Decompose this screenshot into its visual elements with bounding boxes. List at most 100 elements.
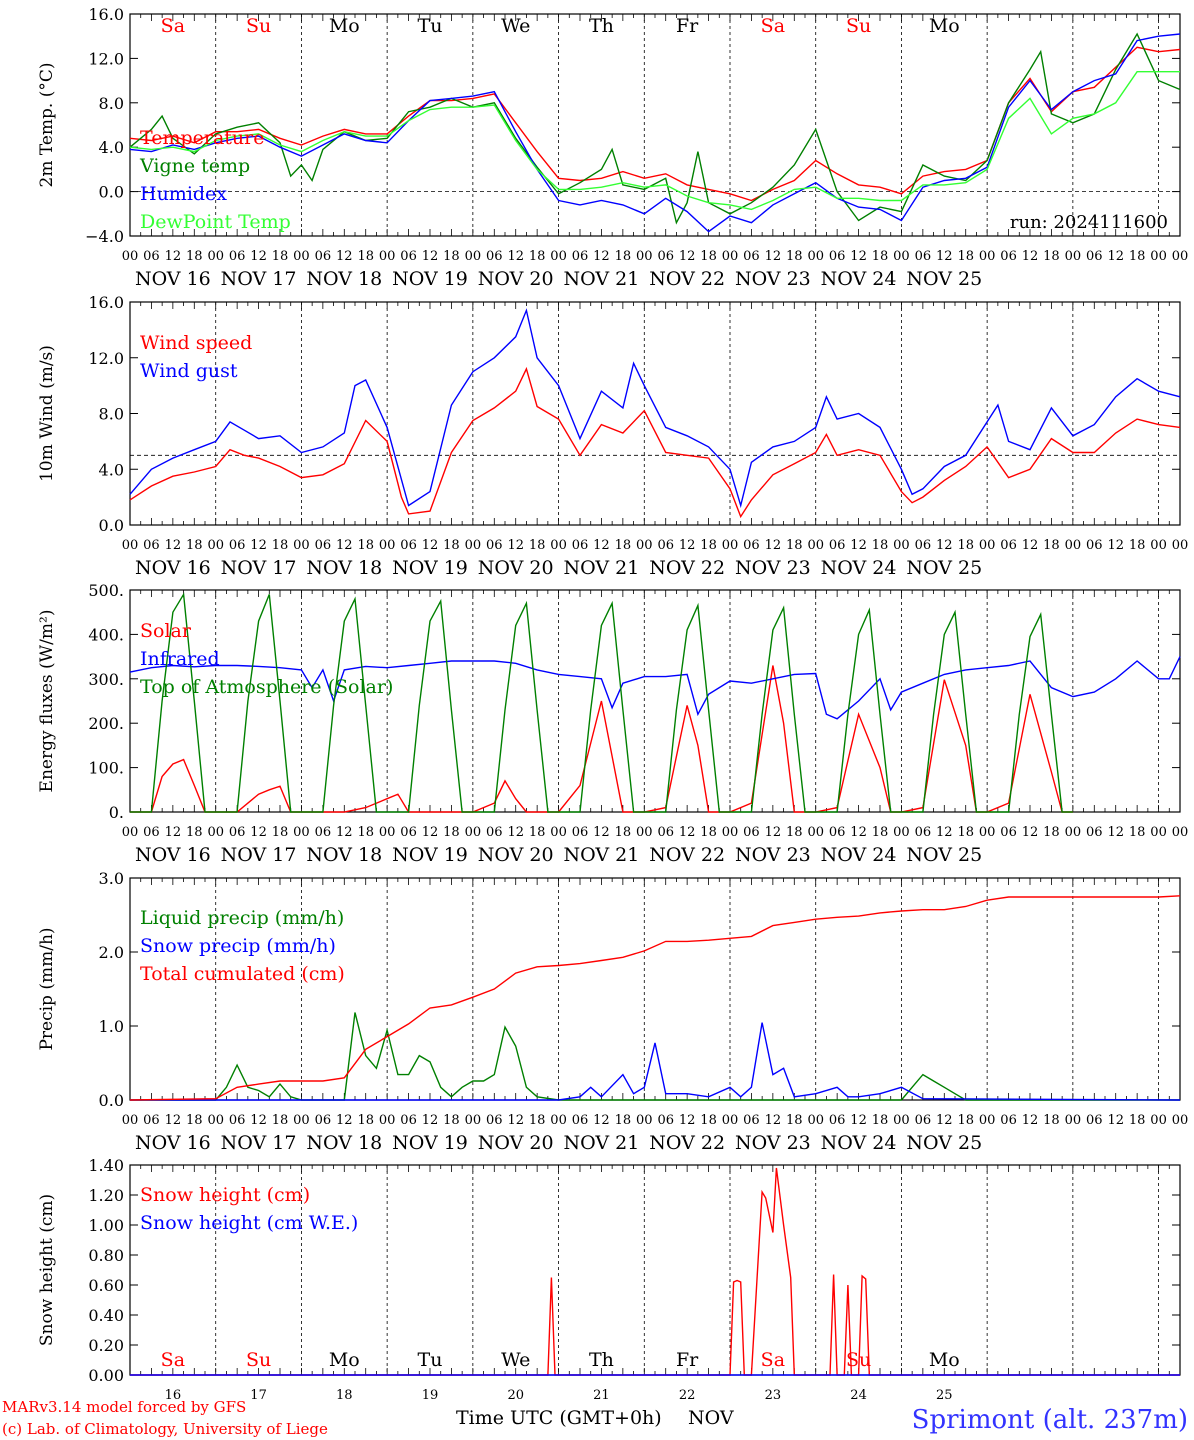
weekday-label-bottom: Fr — [676, 1349, 699, 1371]
hour-label: 18 — [1129, 249, 1146, 264]
hour-label: 18 — [786, 1113, 803, 1128]
hour-label: 18 — [186, 825, 203, 840]
date-label: NOV 16 — [135, 844, 211, 866]
hour-label: 12 — [250, 825, 267, 840]
month-label: NOV — [688, 1407, 734, 1429]
date-label: NOV 21 — [564, 844, 640, 866]
series-line — [129, 32, 1181, 225]
date-label: NOV 19 — [392, 1132, 468, 1154]
hour-label: 06 — [743, 1113, 760, 1128]
y-tick-label: 16.0 — [88, 293, 124, 312]
hour-label: 18 — [700, 249, 717, 264]
y-tick-label: 1.0 — [99, 1017, 124, 1036]
weekday-label-bottom: Mo — [329, 1349, 360, 1371]
hour-label: 18 — [700, 538, 717, 553]
hour-label: 12 — [850, 538, 867, 553]
date-label: NOV 24 — [821, 268, 897, 290]
series-line — [129, 895, 1181, 1101]
y-tick-label: 3.0 — [99, 869, 124, 888]
y-tick-label: 100. — [88, 759, 124, 778]
y-axis-label: Snow height (cm) — [37, 1194, 57, 1346]
hour-label: 12 — [1022, 249, 1039, 264]
date-label: NOV 17 — [221, 844, 297, 866]
hour-label: 18 — [186, 538, 203, 553]
hour-label: 12 — [1107, 538, 1124, 553]
hour-label: 00 — [465, 1113, 482, 1128]
hour-label: 18 — [186, 1113, 203, 1128]
hour-label: 12 — [507, 825, 524, 840]
hour-label: 00 — [1172, 249, 1189, 264]
hour-label: 00 — [979, 1113, 996, 1128]
hour-label: 06 — [829, 249, 846, 264]
hour-label: 12 — [165, 1113, 182, 1128]
hour-label: 06 — [143, 1113, 160, 1128]
hour-label: 12 — [250, 1113, 267, 1128]
date-label: NOV 16 — [135, 557, 211, 579]
date-label: NOV 23 — [735, 268, 811, 290]
weekday-label: Th — [589, 15, 614, 37]
hour-label: 00 — [465, 825, 482, 840]
date-label: NOV 18 — [306, 268, 382, 290]
hour-label: 06 — [486, 249, 503, 264]
hour-label: 12 — [765, 249, 782, 264]
hour-label: 18 — [1043, 249, 1060, 264]
hour-label: 00 — [1172, 538, 1189, 553]
hour-label: 00 — [465, 249, 482, 264]
hour-label: 00 — [1150, 825, 1167, 840]
weekday-label: Mo — [329, 15, 360, 37]
hour-label: 00 — [207, 825, 224, 840]
date-label: NOV 22 — [649, 844, 725, 866]
hour-label: 12 — [507, 538, 524, 553]
y-tick-label: 8.0 — [99, 94, 124, 113]
hour-label: 18 — [957, 249, 974, 264]
series-line — [130, 1012, 1180, 1101]
hour-label: 00 — [207, 538, 224, 553]
hour-label: 00 — [379, 825, 396, 840]
hour-label: 06 — [657, 1113, 674, 1128]
hour-label: 18 — [272, 538, 289, 553]
hour-label: 12 — [336, 825, 353, 840]
date-label: NOV 16 — [135, 1132, 211, 1154]
hour-label: 00 — [122, 825, 139, 840]
y-tick-label: −4.0 — [85, 227, 124, 246]
hour-label: 06 — [1000, 249, 1017, 264]
hour-label: 18 — [529, 538, 546, 553]
hour-label: 18 — [872, 249, 889, 264]
y-tick-label: 0.00 — [88, 1366, 124, 1385]
hour-label: 18 — [1043, 1113, 1060, 1128]
hour-label: 00 — [122, 538, 139, 553]
hour-label: 12 — [765, 1113, 782, 1128]
hour-label: 00 — [1172, 825, 1189, 840]
weekday-label: Tu — [418, 15, 443, 37]
hour-label: 18 — [357, 825, 374, 840]
hour-label: 06 — [315, 249, 332, 264]
hour-label: 00 — [1065, 538, 1082, 553]
legend-entry: Temperature — [140, 127, 264, 149]
hour-label: 06 — [143, 249, 160, 264]
hour-label: 12 — [679, 249, 696, 264]
hour-label: 18 — [529, 249, 546, 264]
hour-label: 12 — [850, 249, 867, 264]
date-label: NOV 23 — [735, 1132, 811, 1154]
weekday-label: Sa — [761, 15, 785, 37]
date-label: NOV 23 — [735, 844, 811, 866]
hour-label: 06 — [1086, 825, 1103, 840]
hour-label: 06 — [572, 249, 589, 264]
hour-label: 06 — [400, 249, 417, 264]
hour-label: 00 — [636, 1113, 653, 1128]
hour-label: 06 — [915, 1113, 932, 1128]
hour-label: 18 — [872, 1113, 889, 1128]
hour-label: 12 — [1107, 825, 1124, 840]
hour-label: 00 — [893, 825, 910, 840]
hour-label: 00 — [807, 1113, 824, 1128]
y-tick-label: 0.20 — [88, 1336, 124, 1355]
weekday-label-bottom: Th — [589, 1349, 614, 1371]
y-tick-label: 400. — [88, 625, 124, 644]
day-number: 17 — [250, 1388, 267, 1403]
hour-label: 00 — [207, 1113, 224, 1128]
hour-label: 12 — [422, 538, 439, 553]
hour-label: 00 — [1150, 1113, 1167, 1128]
hour-label: 18 — [957, 1113, 974, 1128]
date-label: NOV 17 — [221, 557, 297, 579]
